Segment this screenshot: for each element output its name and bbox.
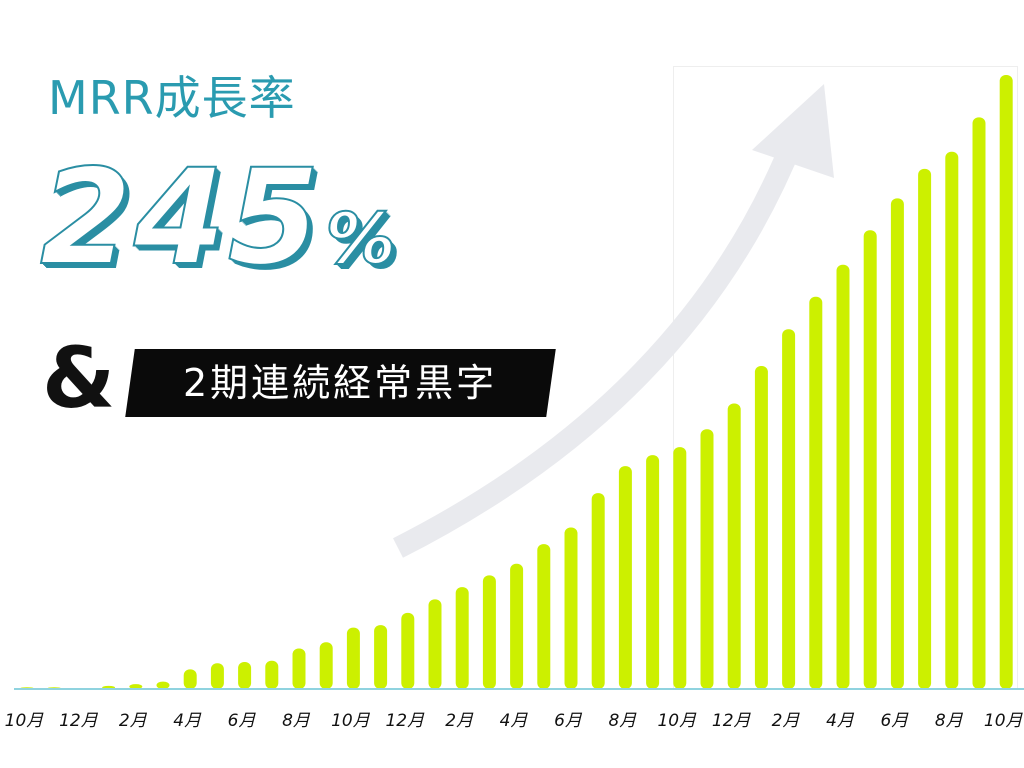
- x-tick-label: 8月: [608, 711, 637, 731]
- chart-bar: [836, 264, 850, 689]
- chart-headline: MRR成長率: [48, 71, 296, 125]
- x-tick-label: 10月: [657, 711, 697, 731]
- x-tick-label: 8月: [282, 711, 311, 731]
- chart-bar: [673, 447, 687, 689]
- x-tick-label: 4月: [500, 711, 529, 731]
- x-tick-label: 8月: [935, 711, 964, 731]
- x-tick-label: 6月: [880, 711, 909, 731]
- chart-bar: [918, 168, 932, 689]
- chart-bar: [156, 681, 170, 689]
- growth-rate-value: 245%: [39, 151, 397, 285]
- ampersand-symbol: &: [42, 329, 116, 427]
- x-tick-label: 10月: [331, 711, 371, 731]
- x-tick-label: 6月: [228, 711, 257, 731]
- x-tick-label: 10月: [984, 711, 1024, 731]
- chart-bar: [646, 455, 660, 689]
- bars-layer: [20, 75, 1013, 690]
- chart-bar: [890, 198, 904, 689]
- x-tick-labels: 10月 12月 2月 4月 6月 8月 10月 12月 2月 4月 6月 8月 10月 12月 2月 4月 6月…: [5, 711, 1024, 731]
- chart-bar: [700, 429, 714, 689]
- chart-bar: [129, 684, 143, 689]
- chart-bar: [292, 648, 306, 689]
- x-tick-label: 6月: [554, 711, 583, 731]
- profit-badge: 2期連続経常黒字: [125, 349, 556, 417]
- x-tick-label: 12月: [385, 711, 425, 731]
- chart-bar: [727, 403, 741, 689]
- chart-bar: [809, 296, 823, 689]
- chart-bar: [319, 642, 333, 689]
- chart-bar: [537, 544, 551, 689]
- chart-bar: [754, 366, 768, 689]
- profit-badge-label: 2期連続経常黒字: [183, 361, 498, 405]
- x-tick-label: 2月: [772, 711, 801, 731]
- growth-rate-unit: %: [325, 198, 397, 280]
- chart-bar: [510, 563, 524, 689]
- chart-bar: [210, 663, 224, 689]
- x-tick-label: 4月: [826, 711, 855, 731]
- chart-bar: [863, 230, 877, 690]
- chart-bar: [618, 466, 632, 689]
- chart-bar: [238, 662, 252, 689]
- x-tick-label: 2月: [445, 711, 474, 731]
- chart-bar: [782, 329, 796, 689]
- chart-bar: [564, 527, 578, 689]
- chart-bar: [265, 660, 279, 689]
- upward-curved-arrow-icon: [393, 84, 834, 558]
- chart-bar: [482, 575, 496, 689]
- x-tick-label: 12月: [59, 711, 99, 731]
- chart-bar: [374, 625, 388, 689]
- chart-bar: [999, 75, 1013, 689]
- x-tick-label: 12月: [712, 711, 752, 731]
- chart-bar: [455, 587, 469, 689]
- x-tick-label: 4月: [173, 711, 202, 731]
- chart-bar: [945, 151, 959, 690]
- growth-rate-number: 245: [39, 141, 322, 295]
- chart-bar: [591, 493, 605, 689]
- chart-bar: [346, 627, 360, 689]
- chart-bar: [428, 599, 442, 689]
- chart-bar: [972, 117, 986, 689]
- x-tick-label: 2月: [119, 711, 148, 731]
- chart-bar: [183, 669, 197, 689]
- x-tick-label: 10月: [5, 711, 45, 731]
- chart-bar: [401, 612, 415, 689]
